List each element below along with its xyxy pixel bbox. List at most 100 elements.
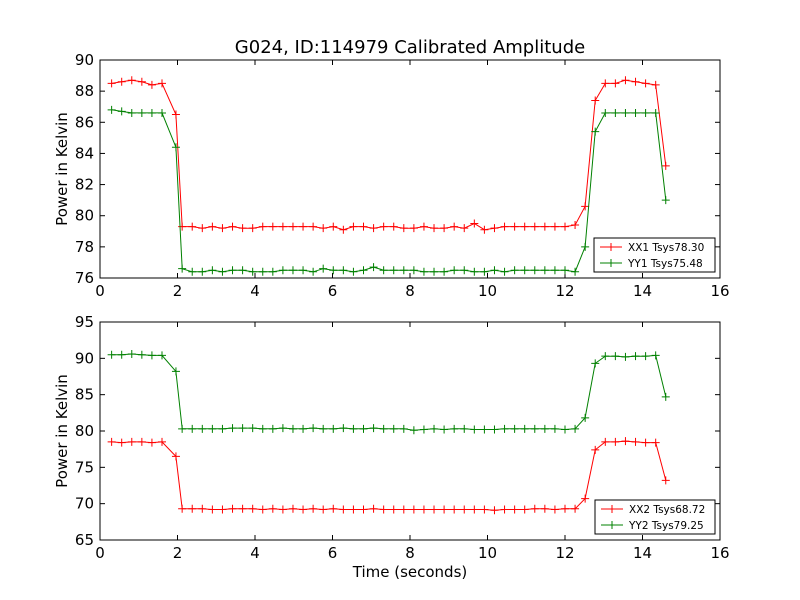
data-point — [460, 424, 469, 433]
data-point — [339, 225, 348, 234]
data-point — [530, 222, 539, 231]
data-point — [228, 424, 237, 433]
x-tick-label: 4 — [250, 282, 260, 300]
data-point — [379, 505, 388, 514]
data-point — [379, 266, 388, 275]
y-tick-label: 90 — [75, 51, 94, 69]
data-point — [591, 445, 600, 454]
data-point — [158, 79, 166, 88]
y-axis-label: Power in Kelvin — [53, 374, 71, 488]
data-point — [470, 425, 479, 434]
data-point — [581, 494, 590, 503]
data-point — [631, 108, 640, 117]
data-point — [571, 267, 580, 276]
data-point — [359, 266, 368, 275]
data-point — [208, 505, 217, 514]
data-point — [228, 222, 237, 231]
data-point — [440, 224, 449, 233]
data-point — [440, 505, 449, 514]
data-point — [147, 351, 156, 360]
legend: XX1 Tsys78.30 YY1 Tsys75.48 — [593, 237, 716, 273]
data-point — [430, 267, 439, 276]
data-point — [430, 424, 439, 433]
data-point — [641, 79, 650, 88]
data-point — [158, 108, 166, 117]
data-point — [349, 424, 358, 433]
data-point — [299, 266, 308, 275]
data-point — [171, 143, 180, 152]
data-point — [520, 266, 529, 275]
data-point — [621, 76, 630, 85]
data-point — [339, 266, 348, 275]
x-axis-label: Time (seconds) — [352, 563, 468, 581]
data-point — [591, 127, 600, 136]
data-point — [591, 359, 600, 368]
data-point — [661, 196, 670, 205]
x-tick-label: 2 — [173, 544, 183, 562]
data-point — [127, 349, 136, 358]
x-tick-label: 12 — [555, 282, 574, 300]
data-point — [178, 424, 187, 433]
data-point — [137, 437, 146, 446]
data-point — [198, 424, 207, 433]
data-point — [158, 437, 166, 446]
data-point — [218, 224, 227, 233]
data-point — [641, 108, 650, 117]
data-point — [258, 424, 267, 433]
data-point — [389, 266, 398, 275]
legend-box — [593, 237, 716, 273]
data-point — [601, 108, 610, 117]
y-tick-label: 78 — [75, 238, 94, 256]
data-point — [198, 224, 207, 233]
data-point — [611, 437, 620, 446]
data-point — [198, 267, 207, 276]
data-point — [419, 425, 428, 434]
data-point — [510, 424, 519, 433]
data-point — [188, 424, 197, 433]
data-point — [450, 266, 459, 275]
data-point — [137, 108, 146, 117]
data-point — [208, 222, 217, 231]
data-point — [117, 107, 126, 116]
data-point — [460, 505, 469, 514]
data-point — [359, 424, 368, 433]
data-point — [450, 505, 459, 514]
data-point — [188, 504, 197, 513]
data-point — [550, 266, 559, 275]
data-point — [288, 222, 297, 231]
y-tick-label: 90 — [75, 349, 94, 367]
x-tick-label: 8 — [405, 282, 415, 300]
y-tick-label: 82 — [75, 176, 94, 194]
data-point — [430, 505, 439, 514]
data-point — [561, 222, 569, 231]
data-point — [117, 350, 126, 359]
data-point — [581, 202, 590, 211]
y-tick-label: 95 — [75, 313, 94, 331]
data-point — [208, 266, 217, 275]
series-xx1 — [107, 76, 670, 234]
data-point — [228, 504, 237, 513]
data-point — [278, 266, 287, 275]
data-point — [349, 222, 358, 231]
y-tick-label: 65 — [75, 531, 94, 549]
chart-panel-2: 0 2 4 6 8 10 12 14 16 65 70 75 80 85 90 95 Time (seconds… — [53, 313, 730, 581]
legend: XX2 Tsys68.72 YY2 Tsys79.25 — [594, 499, 716, 535]
data-point — [369, 424, 378, 433]
data-point — [550, 222, 559, 231]
data-point — [147, 80, 156, 89]
data-point — [339, 505, 348, 514]
data-point — [127, 76, 136, 85]
data-point — [278, 505, 287, 514]
data-point — [480, 225, 489, 234]
data-point — [409, 426, 418, 435]
data-point — [540, 266, 549, 275]
data-point — [198, 504, 207, 513]
legend-box — [594, 499, 716, 535]
data-point — [107, 105, 116, 114]
data-point — [329, 424, 338, 433]
data-point — [399, 505, 408, 514]
data-point — [158, 351, 166, 360]
data-point — [268, 504, 277, 513]
data-point — [278, 222, 287, 231]
data-point — [399, 224, 408, 233]
